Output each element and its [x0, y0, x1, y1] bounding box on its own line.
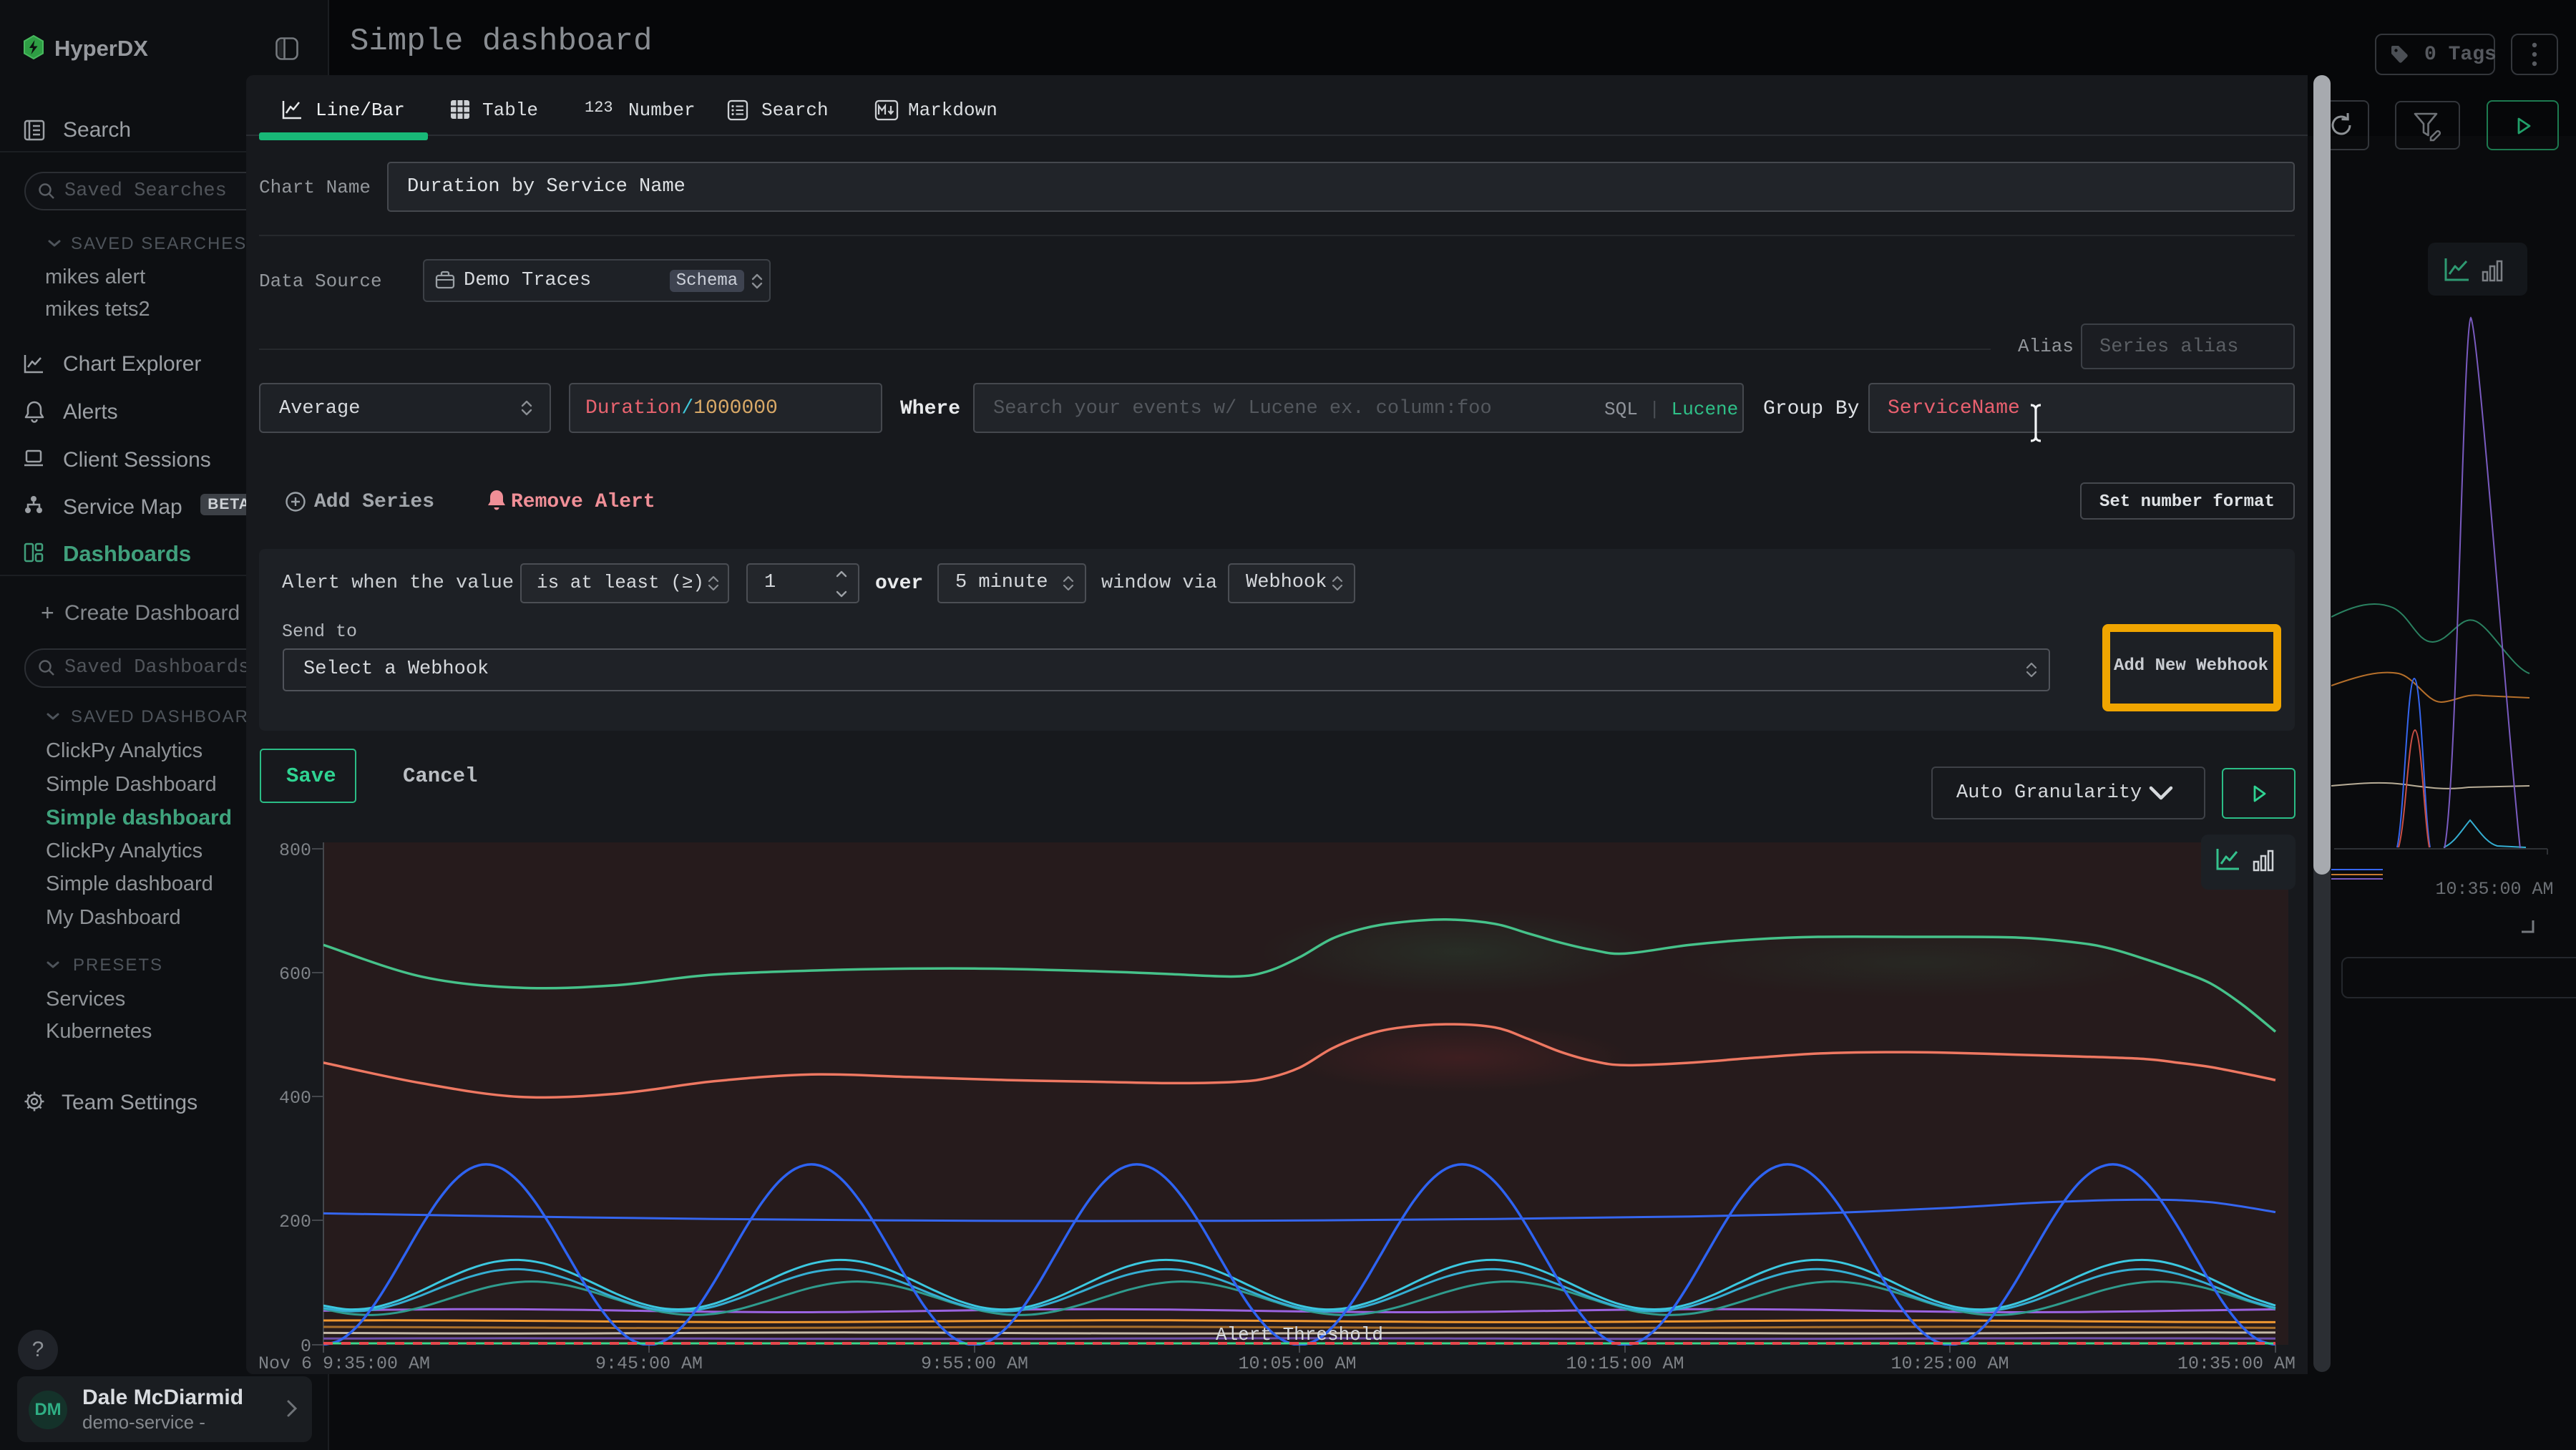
- svg-text:10:05:00 AM: 10:05:00 AM: [1238, 1353, 1356, 1374]
- svg-text:10:35:00 AM: 10:35:00 AM: [2435, 879, 2553, 900]
- svg-text:Alert Threshold: Alert Threshold: [1216, 1324, 1383, 1346]
- svg-text:200: 200: [279, 1212, 311, 1232]
- svg-text:9:45:00 AM: 9:45:00 AM: [595, 1353, 703, 1374]
- svg-text:10:15:00 AM: 10:15:00 AM: [1566, 1353, 1684, 1374]
- svg-text:10:25:00 AM: 10:25:00 AM: [1890, 1353, 2009, 1374]
- svg-text:400: 400: [279, 1088, 311, 1109]
- svg-text:10:35:00 AM: 10:35:00 AM: [2177, 1353, 2296, 1374]
- svg-text:Nov 6 9:35:00 AM: Nov 6 9:35:00 AM: [258, 1353, 430, 1374]
- svg-text:600: 600: [279, 964, 311, 985]
- svg-text:0: 0: [301, 1336, 311, 1357]
- svg-text:800: 800: [279, 840, 311, 861]
- svg-text:9:55:00 AM: 9:55:00 AM: [921, 1353, 1028, 1374]
